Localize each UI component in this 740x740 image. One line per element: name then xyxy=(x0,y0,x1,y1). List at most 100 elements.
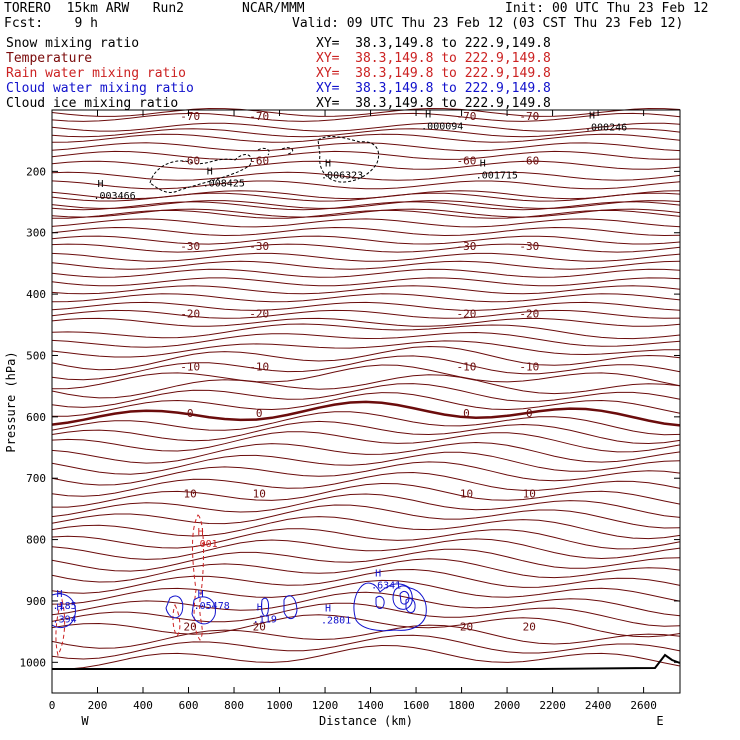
isotherm-line xyxy=(51,150,681,160)
maximum-marker: H xyxy=(425,110,431,121)
rain-contour-main xyxy=(192,514,204,641)
org-label: NCAR/MMM xyxy=(242,1,305,16)
x-tick-label: 800 xyxy=(224,699,244,712)
isotherm-line xyxy=(51,200,681,209)
maximum-value: .6341 xyxy=(371,581,401,592)
maximum-marker: H xyxy=(480,159,486,170)
maximum-marker: H xyxy=(589,110,595,121)
isotherm-label: -10 xyxy=(457,361,477,374)
isotherm-label: -20 xyxy=(249,308,269,321)
y-tick-label: 1000 xyxy=(20,656,47,669)
isotherm-line xyxy=(51,112,681,122)
isotherm-label: 10 xyxy=(184,488,197,501)
maximum-marker: H xyxy=(57,589,63,600)
maximum-marker: H xyxy=(98,179,104,190)
maximum-value: .001715 xyxy=(476,171,518,182)
isotherm-label: -20 xyxy=(519,308,539,321)
isotherm-label: -70 xyxy=(180,110,200,123)
maximum-marker: H xyxy=(57,602,63,613)
isotherm-line xyxy=(51,226,681,237)
maximum-marker: H xyxy=(198,589,204,600)
isotherm-label: 20 xyxy=(184,621,197,634)
plot-frame xyxy=(51,109,681,694)
isotherm-line xyxy=(51,235,681,245)
y-tick-label: 200 xyxy=(26,165,46,178)
maximum-value: .05478 xyxy=(194,601,230,612)
model-title: TORERO 15km ARW Run2 xyxy=(4,1,185,16)
isotherm-label: 0 xyxy=(463,407,470,420)
isotherm-line xyxy=(51,451,681,475)
field-temperature-label: Temperature xyxy=(6,51,93,66)
x-tick-label: 1200 xyxy=(312,699,339,712)
field-cloudice-xy: XY= 38.3,149.8 to 222.9,149.8 xyxy=(316,96,551,111)
field-cloudwater-label: Cloud water mixing ratio xyxy=(6,81,194,96)
isotherm-line xyxy=(51,309,681,319)
field-rain-label: Rain water mixing ratio xyxy=(6,66,187,81)
maximum-marker: H xyxy=(325,604,331,615)
hydrometeor-contours xyxy=(51,136,681,670)
field-snow-label: Snow mixing ratio xyxy=(6,36,140,51)
snow-contour-1 xyxy=(149,154,252,193)
temperature-isotherms xyxy=(51,107,681,670)
cloudwater-contour-core4 xyxy=(405,597,416,613)
x-tick-label: 2600 xyxy=(630,699,657,712)
y-tick-label: 500 xyxy=(26,349,46,362)
isotherm-line xyxy=(51,317,681,327)
isotherm-label: -60 xyxy=(519,154,539,167)
isotherm-line xyxy=(51,340,681,358)
isotherm-line xyxy=(51,548,681,572)
maximum-value: .119 xyxy=(253,614,277,625)
isotherm-line xyxy=(51,461,681,486)
isotherm-line xyxy=(51,591,681,617)
cloudwater-contour-a xyxy=(165,595,184,619)
maximum-value: .394 xyxy=(53,614,77,625)
isotherm-label: -10 xyxy=(519,361,539,374)
x-tick-label: 1600 xyxy=(403,699,430,712)
isotherm-label: -10 xyxy=(180,361,200,374)
isotherm-line xyxy=(51,558,681,583)
maximum-marker: H xyxy=(375,569,381,580)
isotherm-line xyxy=(51,301,681,311)
isotherm-label: 0 xyxy=(187,407,194,420)
rain-contour-low xyxy=(172,603,181,637)
isotherm-line xyxy=(51,277,681,287)
init-time: Init: 00 UTC Thu 23 Feb 12 xyxy=(505,1,709,16)
isotherm-label: 0 xyxy=(256,407,263,420)
isotherm-line xyxy=(51,192,681,202)
axes: 0 200 400 600 800 1000 1200 1400 1600 1800 2000 220… xyxy=(20,109,681,712)
isotherm-label: -60 xyxy=(180,154,200,167)
maximum-value: .185 xyxy=(53,601,77,612)
west-label: W xyxy=(81,714,89,728)
x-tick-label: 1800 xyxy=(448,699,475,712)
cloudwater-contour-storm xyxy=(353,582,427,632)
isotherm-line xyxy=(51,293,681,303)
maximum-value: .000094 xyxy=(421,122,463,133)
isotherm-line xyxy=(51,133,681,143)
isotherm-line xyxy=(51,171,681,181)
isotherm-line xyxy=(51,383,681,408)
isotherm-line xyxy=(52,482,681,508)
isotherm-line xyxy=(52,644,681,670)
isotherm-line xyxy=(51,471,681,497)
x-axis-label: Distance (km) xyxy=(319,714,413,728)
isotherm-line xyxy=(51,345,681,371)
cloudwater-contour-c xyxy=(261,597,269,617)
isotherm-line xyxy=(51,323,681,340)
isotherm-line xyxy=(51,201,681,211)
x-tick-label: 1400 xyxy=(357,699,384,712)
isotherm-line xyxy=(51,355,681,381)
y-axis-label: Pressure (hPa) xyxy=(4,351,18,452)
isotherm-line xyxy=(51,285,681,295)
cloudwater-contour-core3 xyxy=(375,595,385,609)
isotherm-line xyxy=(51,107,681,117)
isotherm-line xyxy=(51,374,681,399)
isotherm-label: -10 xyxy=(249,361,269,374)
isotherm-label: -30 xyxy=(249,240,269,253)
isotherm-label: -60 xyxy=(457,154,477,167)
cloudwater-contour-d xyxy=(283,595,298,619)
valid-time: Valid: 09 UTC Thu 23 Feb 12 (03 CST Thu … xyxy=(292,16,684,31)
isotherm-line xyxy=(51,208,681,218)
isotherm-label: -70 xyxy=(249,110,269,123)
field-cloudwater-xy: XY= 38.3,149.8 to 222.9,149.8 xyxy=(316,81,551,96)
maximum-marker: H xyxy=(207,167,213,178)
